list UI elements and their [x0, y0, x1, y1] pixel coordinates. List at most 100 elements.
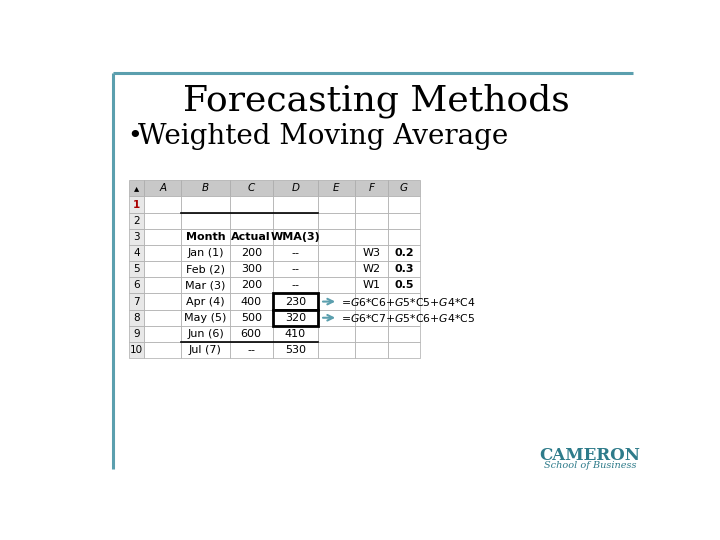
- Bar: [355, 309, 387, 326]
- Text: School of Business: School of Business: [544, 461, 636, 470]
- Text: Forecasting Methods: Forecasting Methods: [184, 84, 570, 118]
- Bar: [273, 278, 318, 294]
- Text: 0.3: 0.3: [394, 264, 413, 274]
- Text: --: --: [292, 280, 300, 291]
- Text: 6: 6: [133, 280, 140, 291]
- Bar: [387, 229, 420, 245]
- Bar: [144, 261, 181, 278]
- Text: WMA(3): WMA(3): [271, 232, 320, 242]
- Bar: [144, 245, 181, 261]
- Bar: [230, 278, 273, 294]
- Bar: [230, 180, 273, 197]
- Bar: [355, 245, 387, 261]
- Bar: [273, 309, 318, 326]
- Text: 0.2: 0.2: [394, 248, 414, 258]
- Bar: [387, 326, 420, 342]
- Bar: [355, 229, 387, 245]
- Text: =$G$6*C7+$G$5*C6+$G$4*C5: =$G$6*C7+$G$5*C6+$G$4*C5: [341, 312, 475, 324]
- Bar: [273, 261, 318, 278]
- Text: A: A: [159, 184, 166, 193]
- Text: 4: 4: [133, 248, 140, 258]
- Bar: [129, 213, 144, 229]
- Text: Jun (6): Jun (6): [187, 329, 224, 339]
- Text: 200: 200: [240, 280, 262, 291]
- Text: ▴: ▴: [134, 184, 139, 193]
- Text: E: E: [333, 184, 340, 193]
- Bar: [181, 197, 230, 213]
- Bar: [318, 180, 355, 197]
- Bar: [355, 213, 387, 229]
- Bar: [318, 229, 355, 245]
- Bar: [387, 294, 420, 309]
- Bar: [273, 342, 318, 358]
- Bar: [318, 261, 355, 278]
- Text: --: --: [292, 264, 300, 274]
- Bar: [273, 213, 318, 229]
- Bar: [318, 342, 355, 358]
- Text: 500: 500: [240, 313, 261, 323]
- Bar: [273, 229, 318, 245]
- Bar: [318, 278, 355, 294]
- Bar: [230, 197, 273, 213]
- Text: Weighted Moving Average: Weighted Moving Average: [138, 123, 508, 150]
- Text: W1: W1: [362, 280, 380, 291]
- Bar: [387, 245, 420, 261]
- Bar: [181, 278, 230, 294]
- Bar: [273, 309, 318, 326]
- Text: W3: W3: [362, 248, 380, 258]
- Text: Actual: Actual: [231, 232, 271, 242]
- Bar: [144, 294, 181, 309]
- Bar: [129, 278, 144, 294]
- Bar: [355, 278, 387, 294]
- Bar: [230, 342, 273, 358]
- Bar: [144, 309, 181, 326]
- Text: 530: 530: [285, 345, 306, 355]
- Bar: [273, 294, 318, 309]
- Text: 300: 300: [240, 264, 261, 274]
- Text: 8: 8: [133, 313, 140, 323]
- Bar: [318, 326, 355, 342]
- Bar: [144, 342, 181, 358]
- Text: --: --: [292, 248, 300, 258]
- Bar: [129, 245, 144, 261]
- Text: F: F: [369, 184, 374, 193]
- Bar: [230, 245, 273, 261]
- Bar: [387, 278, 420, 294]
- Bar: [181, 229, 230, 245]
- Bar: [230, 213, 273, 229]
- Bar: [230, 229, 273, 245]
- Text: •: •: [127, 124, 142, 148]
- Text: C: C: [248, 184, 255, 193]
- Text: =$G$6*C6+$G$5*C5+$G$4*C4: =$G$6*C6+$G$5*C5+$G$4*C4: [341, 295, 476, 308]
- Bar: [318, 245, 355, 261]
- Text: W2: W2: [362, 264, 380, 274]
- Bar: [129, 197, 144, 213]
- Text: --: --: [247, 345, 255, 355]
- Text: D: D: [292, 184, 300, 193]
- Bar: [181, 326, 230, 342]
- Bar: [144, 197, 181, 213]
- Bar: [230, 326, 273, 342]
- Bar: [387, 261, 420, 278]
- Bar: [144, 229, 181, 245]
- Bar: [355, 326, 387, 342]
- Text: 2: 2: [133, 215, 140, 226]
- Bar: [129, 309, 144, 326]
- Bar: [144, 326, 181, 342]
- Bar: [273, 197, 318, 213]
- Text: 3: 3: [133, 232, 140, 242]
- Bar: [387, 180, 420, 197]
- Text: B: B: [202, 184, 209, 193]
- Text: 7: 7: [133, 296, 140, 307]
- Bar: [387, 213, 420, 229]
- Text: Month: Month: [186, 232, 225, 242]
- Bar: [181, 294, 230, 309]
- Text: 410: 410: [285, 329, 306, 339]
- Bar: [355, 180, 387, 197]
- Text: May (5): May (5): [184, 313, 227, 323]
- Bar: [273, 180, 318, 197]
- Text: 10: 10: [130, 345, 143, 355]
- Bar: [273, 245, 318, 261]
- Bar: [355, 294, 387, 309]
- Bar: [129, 342, 144, 358]
